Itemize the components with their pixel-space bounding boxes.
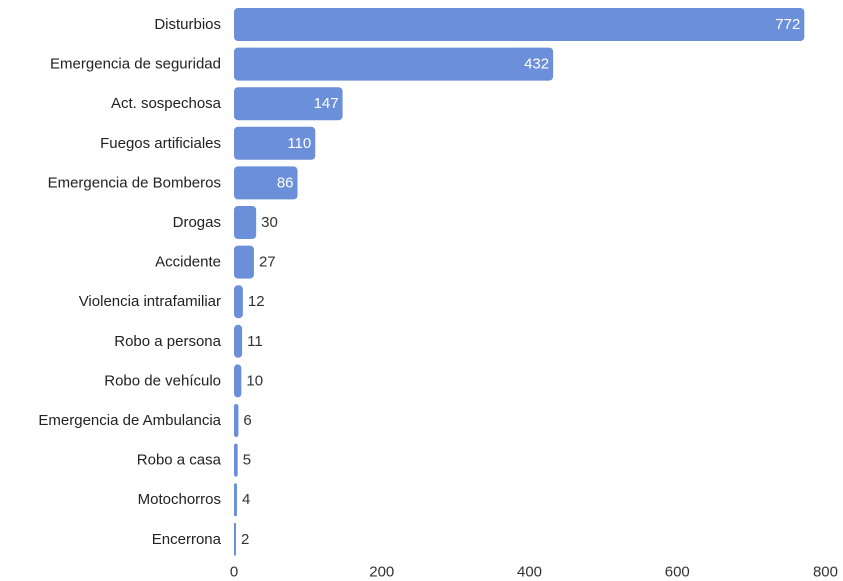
value-label-fuegos-artificiales: 110	[287, 135, 311, 152]
category-label-fuegos-artificiales: Fuegos artificiales	[100, 135, 221, 152]
x-axis-ticks: 0 200 400 600 800	[230, 564, 838, 581]
category-labels: Disturbios Emergencia de seguridad Act. so…	[38, 16, 221, 548]
value-label-emergencia-de-ambulancia: 6	[243, 412, 251, 429]
bar-emergencia-de-bomberos	[234, 166, 298, 200]
bar-emergencia-de-ambulancia	[234, 404, 239, 437]
value-label-robo-de-vehiculo: 10	[246, 372, 263, 389]
value-label-act-sospechosa: 147	[314, 95, 339, 112]
category-label-motochorros: Motochorros	[138, 491, 221, 508]
value-label-robo-a-persona: 11	[247, 333, 263, 350]
value-label-drogas: 30	[261, 214, 278, 231]
bar-robo-de-vehiculo	[234, 364, 242, 398]
category-label-encerrona: Encerrona	[152, 531, 222, 548]
category-label-drogas: Drogas	[173, 214, 221, 231]
x-tick-label-200: 200	[369, 564, 394, 581]
category-label-act-sospechosa: Act. sospechosa	[111, 95, 222, 112]
bar-encerrona	[234, 522, 236, 556]
category-label-robo-a-persona: Robo a persona	[114, 333, 221, 350]
x-tick-label-800: 800	[813, 564, 838, 581]
value-label-emergencia-de-seguridad: 432	[524, 56, 549, 73]
category-label-accidente: Accidente	[155, 254, 221, 271]
value-label-emergencia-de-bomberos: 86	[277, 174, 294, 191]
x-tick-label-400: 400	[517, 564, 542, 581]
value-label-accidente: 27	[259, 254, 276, 271]
value-label-robo-a-casa: 5	[243, 452, 251, 469]
bar-fuegos-artificiales	[234, 126, 316, 160]
bar-violencia-intrafamiliar	[234, 285, 243, 319]
category-label-emergencia-de-seguridad: Emergencia de seguridad	[50, 56, 221, 73]
x-tick-label-0: 0	[230, 564, 238, 581]
bar-disturbios	[234, 8, 805, 41]
category-label-emergencia-de-bomberos: Emergencia de Bomberos	[48, 174, 221, 191]
bar-robo-a-casa	[234, 443, 238, 477]
x-tick-label-600: 600	[665, 564, 690, 581]
value-label-encerrona: 2	[241, 531, 249, 548]
bar-accidente	[234, 245, 254, 279]
value-label-disturbios: 772	[775, 16, 800, 33]
category-label-robo-a-casa: Robo a casa	[137, 452, 222, 469]
bar-robo-a-persona	[234, 324, 243, 358]
category-label-emergencia-de-ambulancia: Emergencia de Ambulancia	[38, 412, 221, 429]
value-labels: 772 432 147 110 86 30 27 12 11 10 6 5 4 2	[241, 16, 800, 548]
category-label-robo-de-vehiculo: Robo de vehículo	[104, 372, 221, 389]
category-label-disturbios: Disturbios	[154, 16, 221, 33]
bars-layer	[234, 8, 805, 556]
bar-motochorros	[234, 483, 237, 517]
category-label-violencia-intrafamiliar: Violencia intrafamiliar	[79, 293, 221, 310]
value-label-motochorros: 4	[242, 491, 250, 508]
bar-act-sospechosa	[234, 87, 343, 121]
value-label-violencia-intrafamiliar: 12	[248, 293, 265, 310]
bar-drogas	[234, 206, 257, 239]
bar-emergencia-de-seguridad	[234, 47, 554, 81]
